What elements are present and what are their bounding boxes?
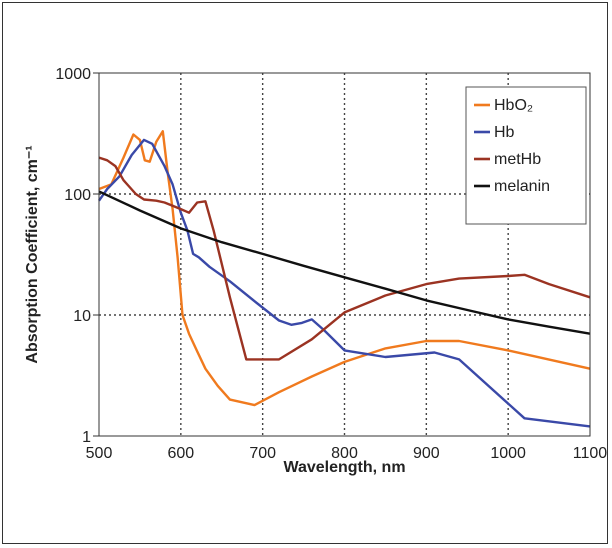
series-line-hbo- bbox=[98, 130, 591, 407]
y-tick-label: 1000 bbox=[55, 66, 91, 83]
chart-frame bbox=[2, 2, 608, 544]
plot-area-border bbox=[98, 72, 591, 437]
series-line-melanin bbox=[98, 190, 591, 335]
series-line-hb bbox=[98, 138, 591, 428]
series-lines bbox=[98, 130, 591, 428]
y-tick-label: 1 bbox=[82, 429, 91, 446]
y-tick-label: 10 bbox=[73, 308, 91, 325]
x-tick-label: 600 bbox=[167, 445, 194, 462]
axis-ticks: 500 600 700 800 900 1000 1100 1 10 100 1000 bbox=[55, 66, 607, 462]
x-axis-title: Wavelength, nm bbox=[283, 459, 405, 476]
y-axis-title: Absorption Coefficient, cm⁻¹ bbox=[24, 145, 41, 363]
legend-label: Hb bbox=[494, 124, 515, 141]
x-tick-label: 1000 bbox=[490, 445, 526, 462]
x-tick-label: 500 bbox=[86, 445, 113, 462]
legend-box bbox=[465, 86, 587, 225]
x-tick-label: 1100 bbox=[573, 445, 608, 462]
x-tick-label: 700 bbox=[249, 445, 276, 462]
x-tick-label: 900 bbox=[413, 445, 440, 462]
y-tick-label: 100 bbox=[64, 187, 91, 204]
legend-label: melanin bbox=[494, 178, 550, 195]
x-tick-label: 800 bbox=[331, 445, 358, 462]
legend-label: metHb bbox=[494, 151, 541, 168]
legend: HbO₂ Hb metHb melanin bbox=[465, 86, 587, 225]
legend-label: HbO₂ bbox=[494, 97, 533, 114]
series-line-methb bbox=[98, 156, 591, 361]
